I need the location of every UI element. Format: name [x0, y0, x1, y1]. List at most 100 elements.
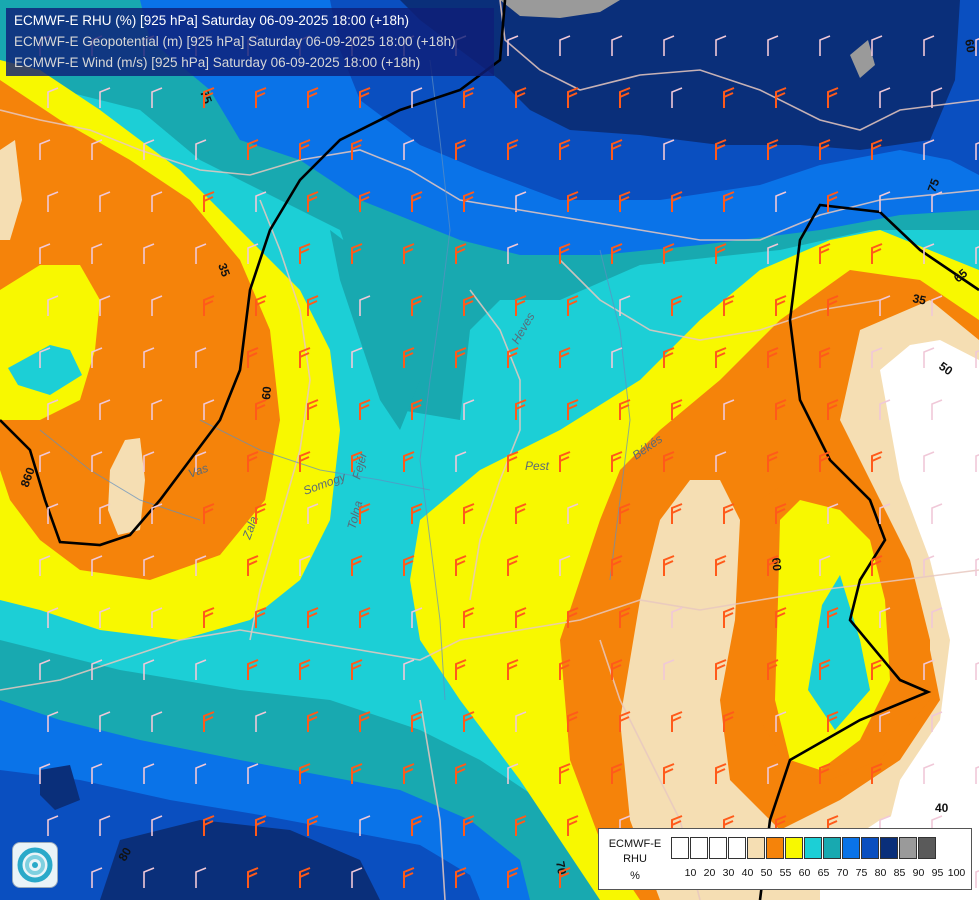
wind-barb [411, 87, 423, 108]
wind-barb [247, 451, 259, 472]
wind-barb [931, 191, 943, 212]
wind-barb [671, 87, 683, 108]
wind-barb [255, 815, 267, 836]
wind-barb [819, 139, 831, 160]
wind-barb [455, 867, 467, 888]
wind-barb [247, 763, 259, 784]
wind-barb [307, 399, 319, 420]
rh-patch-90-a [500, 0, 620, 18]
legend-tick-label: 75 [855, 867, 868, 879]
wind-barb [515, 815, 527, 836]
wind-barb [39, 659, 51, 680]
wind-barb [151, 295, 163, 316]
wind-barb [567, 607, 579, 628]
wind-barb [195, 139, 207, 160]
wind-barb [99, 815, 111, 836]
contour-label-70: 70 [553, 860, 569, 876]
wind-barb [455, 347, 467, 368]
wind-barb [767, 139, 779, 160]
wind-barb [39, 139, 51, 160]
wind-barb [351, 451, 363, 472]
wind-barb [671, 711, 683, 732]
wind-barb [975, 453, 979, 472]
wind-barb [559, 347, 571, 368]
wind-barb [299, 243, 311, 264]
wind-barb [715, 347, 727, 368]
wind-barb [671, 607, 683, 628]
wind-barb [723, 295, 735, 316]
wind-barb [975, 37, 979, 56]
wind-barb [879, 607, 891, 628]
wind-barb [611, 139, 623, 160]
rh-cell-65-west [8, 345, 82, 395]
wind-barb [195, 867, 207, 888]
wind-barb [619, 399, 631, 420]
wind-barb [455, 139, 467, 160]
wind-barb [307, 711, 319, 732]
wind-barb [879, 503, 891, 524]
region-label-pest: Pest [525, 459, 550, 473]
wind-barb [931, 399, 943, 420]
wind-barb [559, 35, 571, 56]
wind-barb [351, 347, 363, 368]
wind-barb [559, 555, 571, 576]
wind-barb [671, 191, 683, 212]
wind-barb [827, 295, 839, 316]
wind-barb [455, 763, 467, 784]
legend-tick-label: 40 [741, 867, 754, 879]
wind-barb [463, 295, 475, 316]
wind-barb [723, 503, 735, 524]
wind-barb [715, 35, 727, 56]
wind-barb [879, 711, 891, 732]
wind-barb [567, 711, 579, 732]
wind-barb [403, 139, 415, 160]
contour-label-80: 80 [115, 845, 134, 864]
wind-barb [975, 141, 979, 160]
wind-barb [871, 451, 883, 472]
wind-barb [975, 349, 979, 368]
wind-barb [923, 763, 935, 784]
wind-barb [455, 659, 467, 680]
wind-barb [507, 451, 519, 472]
wind-barb [931, 295, 943, 316]
wind-barb [203, 815, 215, 836]
wind-barb [567, 295, 579, 316]
wind-barb [663, 139, 675, 160]
legend-swatch [747, 837, 765, 859]
wind-barb [359, 815, 371, 836]
wind-barb [299, 347, 311, 368]
legend-tick-label: 95 [931, 867, 944, 879]
contour-label-40: 40 [935, 801, 949, 815]
wind-barb [775, 399, 787, 420]
wind-barb [923, 139, 935, 160]
wind-barb [403, 555, 415, 576]
wind-barb [715, 451, 727, 472]
wind-barb [671, 399, 683, 420]
wind-barb [819, 659, 831, 680]
wind-barb [827, 503, 839, 524]
wind-barb [359, 87, 371, 108]
wind-barb [299, 763, 311, 784]
wind-barb [819, 243, 831, 264]
wind-barb [767, 659, 779, 680]
wind-barb [515, 87, 527, 108]
wind-barb [99, 399, 111, 420]
wind-barb [411, 503, 423, 524]
wind-barb [359, 711, 371, 732]
wind-barb [463, 607, 475, 628]
wind-barb [99, 87, 111, 108]
wind-barb [879, 191, 891, 212]
wind-barb [619, 295, 631, 316]
wind-barb [931, 607, 943, 628]
legend-tick-label: 70 [836, 867, 849, 879]
wind-barb [99, 503, 111, 524]
wind-barb [411, 295, 423, 316]
wind-barb [775, 607, 787, 628]
wind-barb [723, 191, 735, 212]
wind-barb [411, 607, 423, 628]
wind-barb [91, 659, 103, 680]
wind-barb [775, 295, 787, 316]
wind-barb [819, 763, 831, 784]
